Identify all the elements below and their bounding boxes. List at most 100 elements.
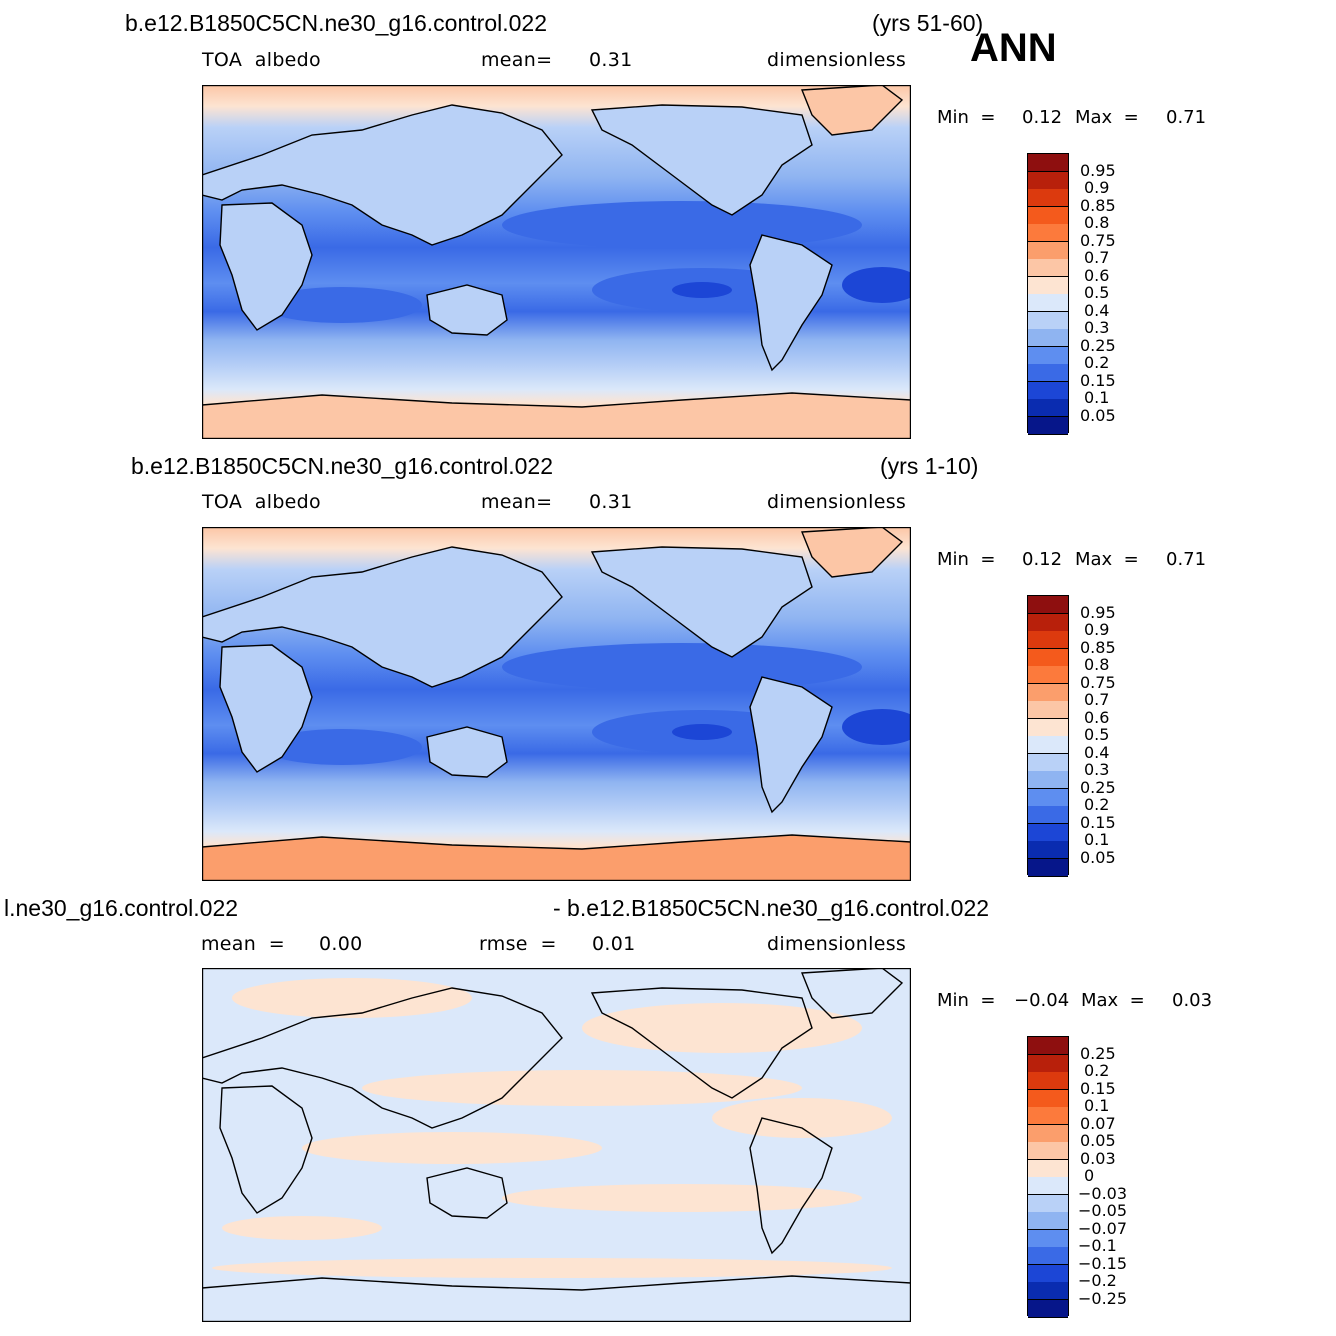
north-america <box>590 987 813 1099</box>
colorbar-tick-label: 0.6 <box>1084 707 1110 727</box>
colorbar-tick-label: 0.03 <box>1080 1148 1116 1168</box>
colorbar-swatch <box>1028 1177 1068 1195</box>
colorbar-swatch <box>1028 1194 1068 1213</box>
colorbar-tick-label: 0.1 <box>1084 1096 1110 1115</box>
colorbar-swatch <box>1028 1072 1068 1090</box>
panel2-variable: TOA albedo <box>202 491 321 513</box>
colorbar-tick-label: −0.1 <box>1078 1236 1117 1255</box>
colorbar-tick-label: 0.6 <box>1084 265 1110 285</box>
colorbar-swatch <box>1028 1107 1068 1125</box>
colorbar-swatch <box>1028 1299 1068 1318</box>
colorbar-labels-panel-3: 0.25 0.2 0.15 0.1 0.07 0.05 0.03 0 −0.03 −0.05 −0.… <box>1070 1036 1140 1316</box>
colorbar-tick-label: 0.05 <box>1080 405 1116 425</box>
colorbar-swatch <box>1028 1229 1068 1248</box>
colorbar-swatch <box>1028 171 1068 190</box>
panel1-mean-label: mean= <box>481 49 553 71</box>
map-frame <box>202 85 911 439</box>
colorbar-tick-label: 0.95 <box>1080 602 1116 622</box>
south-america <box>749 1117 833 1255</box>
antarctica <box>202 834 911 881</box>
eurasia <box>202 104 563 246</box>
colorbar-tick-label: 0.1 <box>1084 830 1110 849</box>
eurasia <box>202 546 563 688</box>
north-america <box>590 104 813 216</box>
colorbar-swatch <box>1028 154 1068 172</box>
colorbar-swatch <box>1028 701 1068 719</box>
colorbar-swatch <box>1028 788 1068 807</box>
colorbar-swatch <box>1028 683 1068 702</box>
panel1-units: dimensionless <box>767 49 907 71</box>
colorbar-tick-label: 0.5 <box>1084 283 1110 302</box>
panel3-mean-label: mean = <box>201 933 285 955</box>
africa <box>219 202 313 331</box>
colorbar-tick-label: −0.2 <box>1078 1271 1117 1290</box>
panel1-years: (yrs 51-60) <box>872 10 984 36</box>
antarctica <box>202 1275 911 1291</box>
eurasia <box>202 987 563 1129</box>
colorbar-tick-label: 0.07 <box>1080 1113 1116 1133</box>
colorbar-swatch <box>1028 1142 1068 1160</box>
colorbar-tick-label: 0.7 <box>1084 690 1110 709</box>
panel2-min-value: 0.12 <box>1022 549 1063 570</box>
south-pacific-min <box>672 282 732 298</box>
colorbar-tick-label: 0.95 <box>1080 160 1116 180</box>
colorbar-swatch <box>1028 648 1068 667</box>
colorbar-tick-label: 0.85 <box>1080 195 1116 215</box>
colorbar-panel-3 <box>1027 1036 1069 1318</box>
panel3-rmse-label: rmse = <box>479 933 557 955</box>
panel2-case-title: b.e12.B1850C5CN.ne30_g16.control.022 <box>131 453 553 479</box>
map-panel-1 <box>202 85 911 439</box>
greenland <box>800 968 904 1019</box>
panel3-case-title-right: - b.e12.B1850C5CN.ne30_g16.control.022 <box>553 895 990 921</box>
colorbar-tick-label: 0.2 <box>1084 1061 1110 1080</box>
colorbar-swatch <box>1028 596 1068 614</box>
greenland <box>800 527 904 578</box>
colorbar-swatch <box>1028 1124 1068 1143</box>
colorbar-tick-label: 0.8 <box>1084 655 1110 674</box>
panel3-min-label: Min = <box>937 990 996 1011</box>
colorbar-tick-label: 0.25 <box>1080 335 1116 355</box>
map-panel-3 <box>202 968 911 1322</box>
panel2-min-label: Min = <box>937 549 996 570</box>
colorbar-swatch <box>1028 823 1068 842</box>
panel2-years: (yrs 1-10) <box>880 453 979 479</box>
panel3-max-label: Max = <box>1081 990 1145 1011</box>
itcz-band <box>502 643 862 691</box>
map-panel-2 <box>202 527 911 881</box>
colorbar-swatch <box>1028 718 1068 737</box>
panel1-max-value: 0.71 <box>1166 107 1207 128</box>
colorbar-swatch <box>1028 224 1068 242</box>
colorbar-tick-label: 0.2 <box>1084 795 1110 814</box>
colorbar-swatch <box>1028 294 1068 312</box>
panel3-rmse-value: 0.01 <box>592 933 636 955</box>
colorbar-swatch <box>1028 381 1068 400</box>
colorbar-swatch <box>1028 666 1068 684</box>
panel3-case-title-left: l.ne30_g16.control.022 <box>4 895 239 921</box>
colorbar-swatch <box>1028 858 1068 877</box>
colorbar-tick-label: −0.05 <box>1078 1201 1128 1220</box>
colorbar-labels-panel-2: 0.95 0.9 0.85 0.8 0.75 0.7 0.6 0.5 0.4 0.3 0.25 0.2… <box>1070 595 1140 875</box>
panel3-max-value: 0.03 <box>1172 990 1213 1011</box>
colorbar-panel-1 <box>1027 153 1069 435</box>
south-indian-low <box>262 287 422 323</box>
coastlines <box>202 968 911 1291</box>
panel3-min-value: −0.04 <box>1014 990 1070 1011</box>
colorbar-tick-label: −0.15 <box>1078 1253 1128 1273</box>
colorbar-swatch <box>1028 1089 1068 1108</box>
colorbar-swatch <box>1028 329 1068 347</box>
colorbar-tick-label: 0.4 <box>1084 742 1110 762</box>
colorbar-tick-label: 0.75 <box>1080 230 1116 250</box>
map-frame <box>202 527 911 881</box>
panel3-mean-value: 0.00 <box>319 933 363 955</box>
south-america <box>749 234 833 372</box>
colorbar-tick-label: 0.3 <box>1084 760 1110 779</box>
season-label: ANN <box>970 26 1057 70</box>
panel1-case-title: b.e12.B1850C5CN.ne30_g16.control.022 <box>125 10 547 36</box>
colorbar-tick-label: 0.9 <box>1084 178 1110 197</box>
colorbar-tick-label: −0.07 <box>1078 1218 1128 1238</box>
itcz-band <box>502 201 862 249</box>
colorbar-tick-label: 0.4 <box>1084 300 1110 320</box>
colorbar-tick-label: −0.25 <box>1078 1288 1128 1308</box>
colorbar-tick-label: −0.03 <box>1078 1183 1128 1203</box>
colorbar-tick-label: 0.15 <box>1080 1078 1116 1098</box>
